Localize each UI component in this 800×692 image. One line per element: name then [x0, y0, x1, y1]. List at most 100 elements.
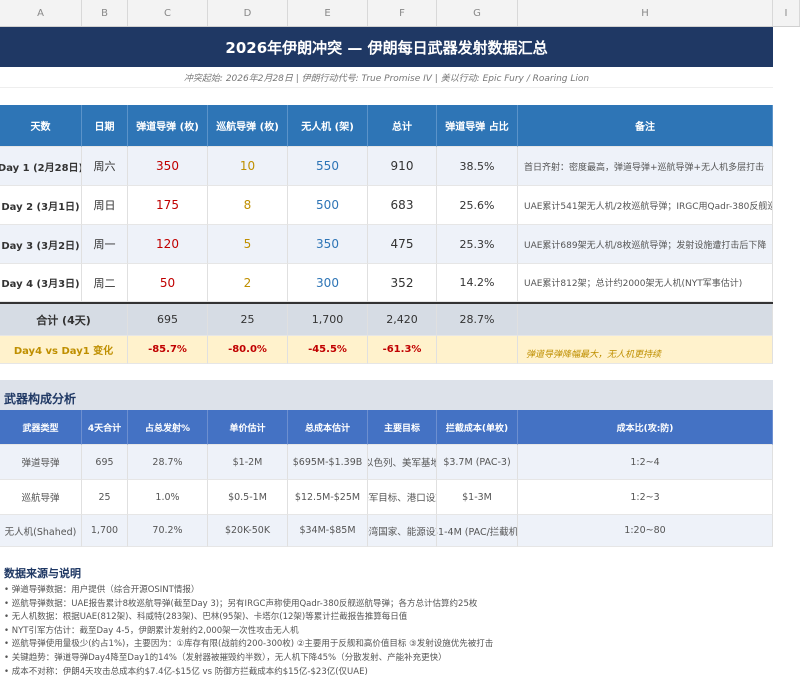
change-cell[interactable]: -61.3% [368, 336, 437, 364]
column-header[interactable]: F [368, 0, 437, 26]
header-cell[interactable]: 单价估计 [208, 410, 288, 445]
total-cell[interactable]: 695 [128, 304, 208, 336]
change-cell[interactable]: -80.0% [208, 336, 288, 364]
daily-cell[interactable]: 10 [208, 147, 288, 186]
note-item[interactable]: • 成本不对称：伊朗4天攻击总成本约$7.4亿-$15亿 vs 防御方拦截成本约… [4, 666, 368, 677]
change-cell[interactable]: -45.5% [288, 336, 368, 364]
column-header[interactable]: G [437, 0, 518, 26]
daily-cell[interactable]: 50 [128, 264, 208, 302]
composition-cell[interactable]: 25 [82, 480, 128, 515]
composition-cell[interactable]: 28.7% [128, 445, 208, 480]
total-cell[interactable] [518, 304, 773, 336]
header-cell[interactable]: 成本比(攻:防) [518, 410, 773, 445]
note-item[interactable]: • 巡航导弹使用量极少(约占1%)，主要因为：①库存有限(战前约200-300枚… [4, 639, 494, 650]
composition-cell[interactable]: 无人机(Shahed) [0, 515, 82, 547]
header-cell[interactable]: 主要目标 [368, 410, 437, 445]
composition-cell[interactable]: $20K-50K [208, 515, 288, 547]
daily-cell[interactable]: UAE累计812架；总计约2000架无人机(NYT军事估计) [518, 264, 773, 302]
column-header[interactable]: C [128, 0, 208, 26]
composition-cell[interactable]: $1-4M (PAC/拦截机) [437, 515, 518, 547]
composition-cell[interactable]: 1.0% [128, 480, 208, 515]
header-cell[interactable]: 巡航导弹 (枚) [208, 105, 288, 147]
header-cell[interactable]: 备注 [518, 105, 773, 147]
total-label[interactable]: 合计 (4天) [0, 304, 128, 336]
column-header[interactable]: I [773, 0, 800, 26]
daily-cell[interactable]: 14.2% [437, 264, 518, 302]
composition-cell[interactable]: 巡航导弹 [0, 480, 82, 515]
composition-cell[interactable]: 695 [82, 445, 128, 480]
header-cell[interactable]: 日期 [82, 105, 128, 147]
column-header[interactable]: E [288, 0, 368, 26]
header-cell[interactable]: 天数 [0, 105, 82, 147]
change-label[interactable]: Day4 vs Day1 变化 [0, 336, 128, 364]
daily-cell[interactable]: 周六 [82, 147, 128, 186]
note-item[interactable]: • 无人机数据：根据UAE(812架)、科威特(283架)、巴林(95架)、卡塔… [4, 612, 408, 623]
sheet-title[interactable]: 2026年伊朗冲突 — 伊朗每日武器发射数据汇总 [0, 27, 773, 67]
daily-cell[interactable]: 5 [208, 225, 288, 264]
notes-title[interactable]: 数据来源与说明 [4, 567, 81, 580]
note-item[interactable]: • NYT引军方估计：截至Day 4-5，伊朗累计发射约2,000架一次性攻击无… [4, 625, 299, 636]
composition-cell[interactable]: 1:2~4 [518, 445, 773, 480]
composition-cell[interactable]: $12.5M-$25M [288, 480, 368, 515]
daily-cell[interactable]: 25.6% [437, 186, 518, 225]
column-header[interactable]: B [82, 0, 128, 26]
header-cell[interactable]: 4天合计 [82, 410, 128, 445]
note-item[interactable]: • 巡航导弹数据：UAE报告累计8枚巡航导弹(截至Day 3)；另有IRGC声称… [4, 598, 478, 609]
header-cell[interactable]: 弹道导弹 (枚) [128, 105, 208, 147]
daily-cell[interactable]: 475 [368, 225, 437, 264]
composition-cell[interactable]: 70.2% [128, 515, 208, 547]
composition-cell[interactable]: 1:2~3 [518, 480, 773, 515]
daily-cell[interactable]: 300 [288, 264, 368, 302]
header-cell[interactable]: 武器类型 [0, 410, 82, 445]
section-title[interactable]: 武器构成分析 [0, 380, 773, 410]
daily-cell[interactable]: UAE累计689架无人机/8枚巡航导弹；发射设施遭打击后下降 [518, 225, 773, 264]
header-cell[interactable]: 拦截成本(单枚) [437, 410, 518, 445]
composition-cell[interactable]: 1:20~80 [518, 515, 773, 547]
daily-cell[interactable]: 550 [288, 147, 368, 186]
header-cell[interactable]: 总计 [368, 105, 437, 147]
change-cell[interactable]: -85.7% [128, 336, 208, 364]
header-cell[interactable]: 占总发射% [128, 410, 208, 445]
composition-cell[interactable]: $0.5-1M [208, 480, 288, 515]
composition-cell[interactable]: $1-3M [437, 480, 518, 515]
note-item[interactable]: • 关键趋势：弹道导弹Day4降至Day1的14%（发射器被摧毁约半数），无人机… [4, 652, 447, 663]
composition-cell[interactable]: 海军目标、港口设施 [368, 480, 437, 515]
column-header[interactable]: A [0, 0, 82, 26]
composition-cell[interactable]: 1,700 [82, 515, 128, 547]
header-cell[interactable]: 无人机 (架) [288, 105, 368, 147]
daily-cell[interactable]: 首日齐射：密度最高，弹道导弹+巡航导弹+无人机多层打击 [518, 147, 773, 186]
total-cell[interactable]: 25 [208, 304, 288, 336]
sheet-subtitle[interactable]: 冲突起始: 2026年2月28日 | 伊朗行动代号: True Promise … [0, 67, 773, 88]
composition-cell[interactable]: 弹道导弹 [0, 445, 82, 480]
note-item[interactable]: • 弹道导弹数据：用户提供（综合开源OSINT情报） [4, 585, 200, 595]
daily-cell[interactable]: Day 1 (2月28日) [0, 147, 82, 186]
composition-cell[interactable]: 以色列、美军基地 [368, 445, 437, 480]
header-cell[interactable]: 总成本估计 [288, 410, 368, 445]
daily-cell[interactable]: 175 [128, 186, 208, 225]
daily-cell[interactable]: 周二 [82, 264, 128, 302]
composition-cell[interactable]: $34M-$85M [288, 515, 368, 547]
daily-cell[interactable]: 500 [288, 186, 368, 225]
change-note[interactable]: 弹道导弹降幅最大，无人机更持续 [518, 336, 773, 364]
composition-cell[interactable]: $1-2M [208, 445, 288, 480]
change-cell[interactable] [437, 336, 518, 364]
daily-cell[interactable]: 350 [128, 147, 208, 186]
header-cell[interactable]: 弹道导弹 占比 [437, 105, 518, 147]
daily-cell[interactable]: Day 4 (3月3日) [0, 264, 82, 302]
daily-cell[interactable]: 25.3% [437, 225, 518, 264]
daily-cell[interactable]: Day 2 (3月1日) [0, 186, 82, 225]
daily-cell[interactable]: 周日 [82, 186, 128, 225]
daily-cell[interactable]: 8 [208, 186, 288, 225]
daily-cell[interactable]: 350 [288, 225, 368, 264]
column-header[interactable]: D [208, 0, 288, 26]
daily-cell[interactable]: 2 [208, 264, 288, 302]
daily-cell[interactable]: 352 [368, 264, 437, 302]
column-header[interactable]: H [518, 0, 773, 26]
daily-cell[interactable]: UAE累计541架无人机/2枚巡航导弹；IRGC用Qadr-380反舰巡航导弹 [518, 186, 773, 225]
daily-cell[interactable]: Day 3 (3月2日) [0, 225, 82, 264]
composition-cell[interactable]: $3.7M (PAC-3) [437, 445, 518, 480]
composition-cell[interactable]: $695M-$1.39B [288, 445, 368, 480]
total-cell[interactable]: 2,420 [368, 304, 437, 336]
daily-cell[interactable]: 910 [368, 147, 437, 186]
daily-cell[interactable]: 120 [128, 225, 208, 264]
